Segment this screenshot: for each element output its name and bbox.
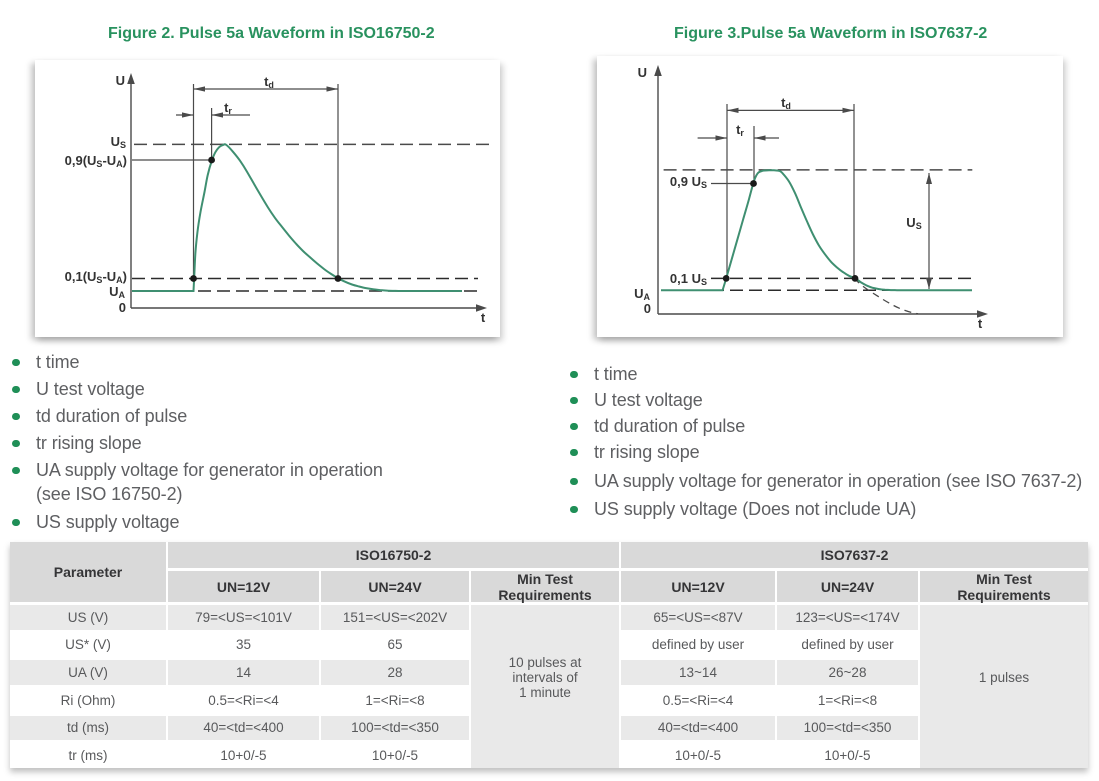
svg-text:US: US: [111, 134, 126, 150]
svg-text:UA: UA: [109, 284, 125, 300]
svg-text:t: t: [481, 310, 486, 325]
svg-text:UA: UA: [634, 286, 650, 302]
svg-text:0,1 US: 0,1 US: [670, 271, 707, 287]
svg-text:tr: tr: [224, 100, 232, 116]
svg-text:td: td: [264, 74, 274, 90]
svg-text:td: td: [781, 95, 791, 111]
svg-text:tr: tr: [736, 122, 744, 138]
svg-text:U: U: [116, 73, 125, 88]
svg-text:0,1(US-UA): 0,1(US-UA): [65, 269, 127, 285]
svg-text:t: t: [978, 316, 983, 331]
svg-text:0,9 US: 0,9 US: [670, 174, 707, 190]
svg-text:0: 0: [644, 301, 651, 316]
svg-text:U: U: [638, 65, 647, 80]
svg-text:US: US: [906, 215, 921, 231]
svg-text:0,9(US-UA): 0,9(US-UA): [65, 153, 127, 169]
svg-text:0: 0: [119, 300, 126, 315]
